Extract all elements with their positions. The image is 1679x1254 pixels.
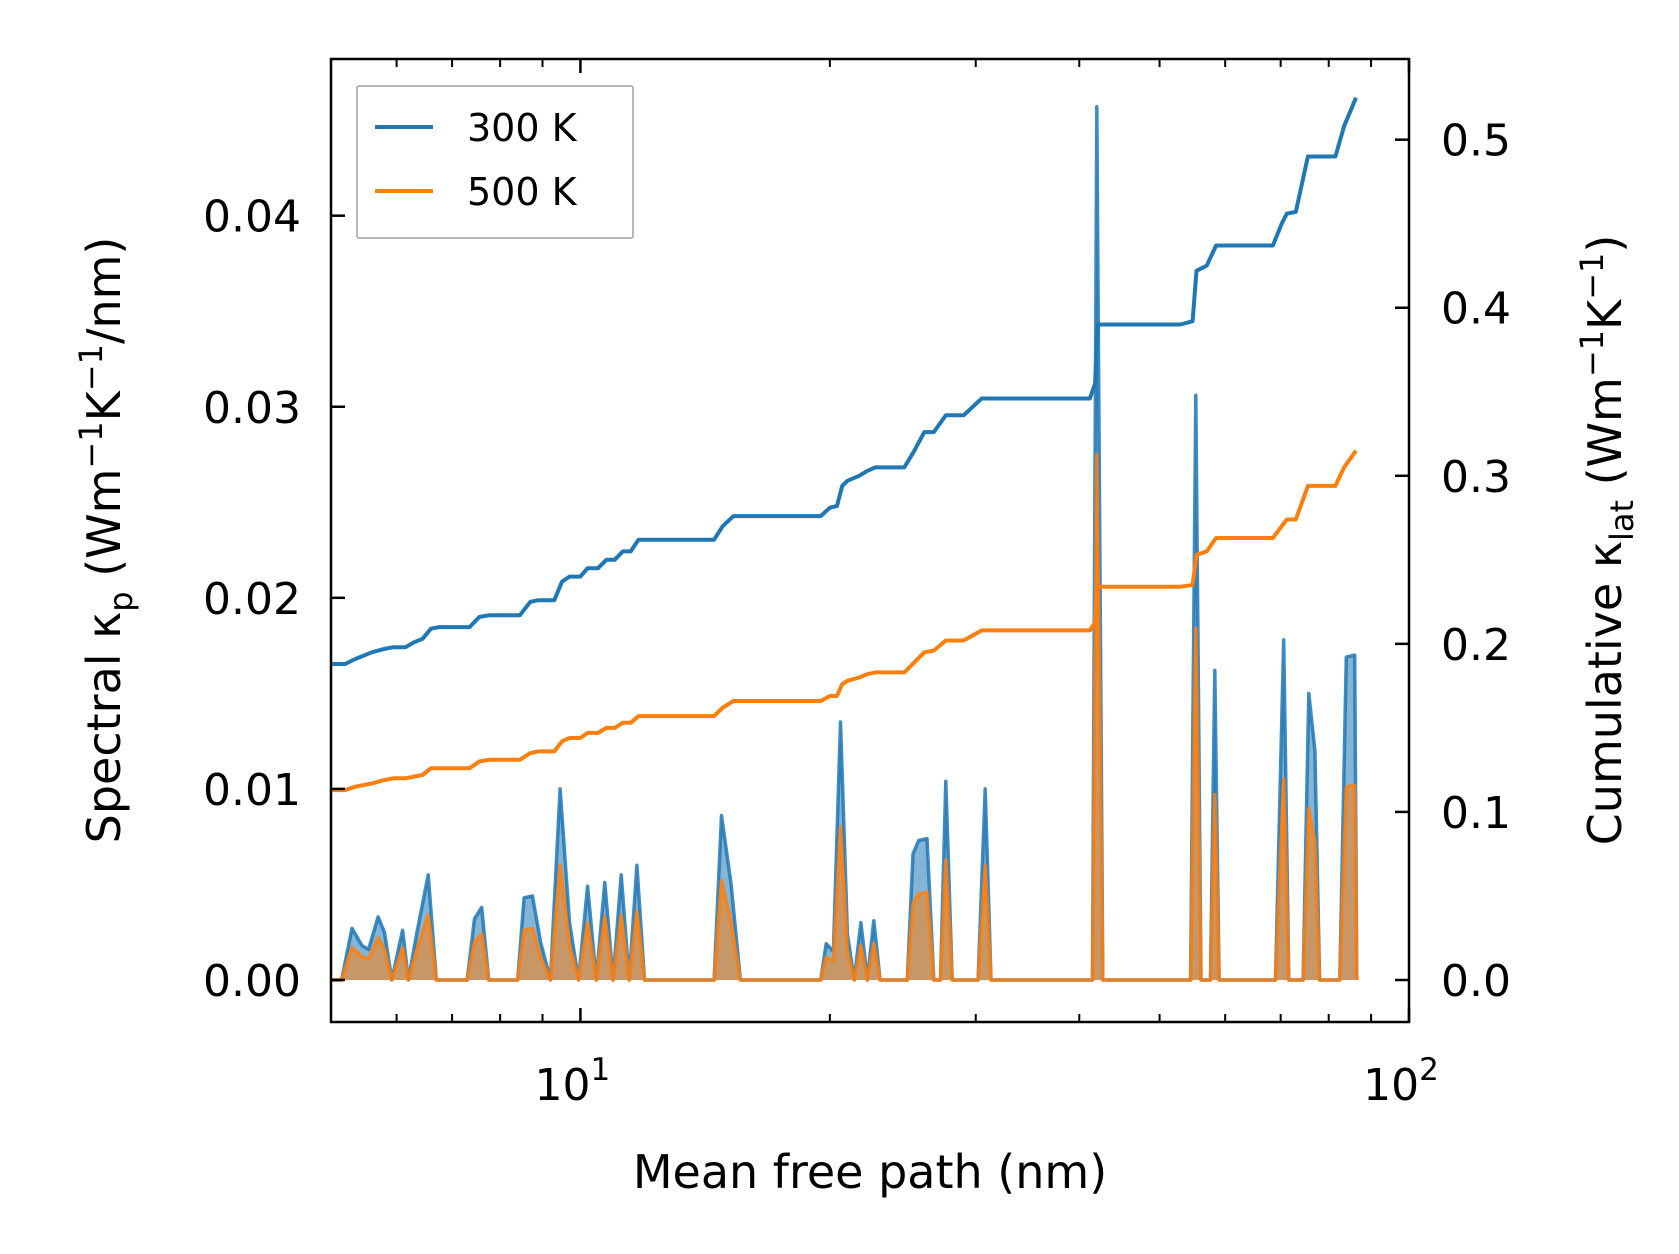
right-y-tick-label: 0.1 xyxy=(1441,788,1511,839)
legend: 300 K 500 K xyxy=(356,85,634,239)
left-label-subscript: p xyxy=(102,591,140,611)
left-y-tick-label: 0.04 xyxy=(203,192,301,243)
x-tick-label: 102 xyxy=(1363,1052,1439,1111)
left-y-tick-label: 0.02 xyxy=(203,574,301,625)
ticks-layer: 101 102 0.00 0.01 0.02 0.03 0.04 0.0 0.1 0.2 0.3 0.… xyxy=(203,59,1511,1111)
right-y-tick-label: 0.3 xyxy=(1441,452,1511,503)
spectral-line-500k xyxy=(331,452,1359,982)
plot-frame xyxy=(329,57,1411,1024)
right-y-axis-label: Cumulative κlat (Wm−1K−1) xyxy=(1573,235,1641,846)
legend-label-300k: 300 K xyxy=(467,106,578,150)
cumulative-line-500k xyxy=(331,449,1358,793)
left-y-tick-label: 0.00 xyxy=(203,956,301,1007)
cumulative-line-300k xyxy=(331,96,1358,666)
right-y-tick-label: 0.5 xyxy=(1441,116,1511,167)
x-axis-label: Mean free path (nm) xyxy=(633,1145,1107,1199)
right-y-tick-label: 0.2 xyxy=(1441,620,1511,671)
legend-frame xyxy=(356,85,634,239)
cumulative-layer xyxy=(331,96,1358,793)
right-y-tick-label: 0.0 xyxy=(1441,956,1511,1007)
right-label-subscript: lat xyxy=(1603,500,1641,541)
spectral-layer xyxy=(331,105,1359,982)
left-y-tick-label: 0.01 xyxy=(203,765,301,816)
right-y-tick-label: 0.4 xyxy=(1441,284,1511,335)
legend-label-500k: 500 K xyxy=(467,170,578,214)
left-y-axis-label: Spectral κp (Wm−1K−1/nm) xyxy=(72,237,140,844)
x-tick-label: 101 xyxy=(535,1052,611,1111)
left-y-tick-label: 0.03 xyxy=(203,383,301,434)
